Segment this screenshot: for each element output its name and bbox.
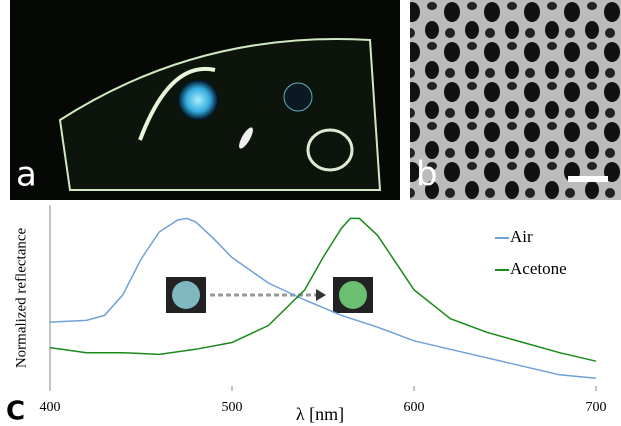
x-tick-label: 600 <box>404 400 425 415</box>
figure: a b Normalized reflectance λ [nm] C 400 5… <box>0 0 621 426</box>
scale-bar <box>568 176 608 182</box>
glow-spot <box>284 83 312 111</box>
legend-label: Acetone <box>510 259 567 278</box>
inset-sample <box>172 281 200 309</box>
panel-label: C <box>6 397 25 426</box>
glow-spot <box>178 80 218 120</box>
y-axis-label: Normalized reflectance <box>13 227 29 368</box>
photo-b <box>410 0 621 200</box>
x-tick-label: 500 <box>222 400 243 415</box>
legend-label: Air <box>510 227 533 246</box>
x-tick-label: 400 <box>40 400 61 415</box>
panel-label: b <box>416 155 438 195</box>
panel-label: a <box>16 155 37 195</box>
inset-sample <box>339 281 367 309</box>
arrow-head <box>316 289 326 301</box>
x-tick-label: 700 <box>586 400 607 415</box>
x-axis-label: λ [nm] <box>296 404 344 424</box>
